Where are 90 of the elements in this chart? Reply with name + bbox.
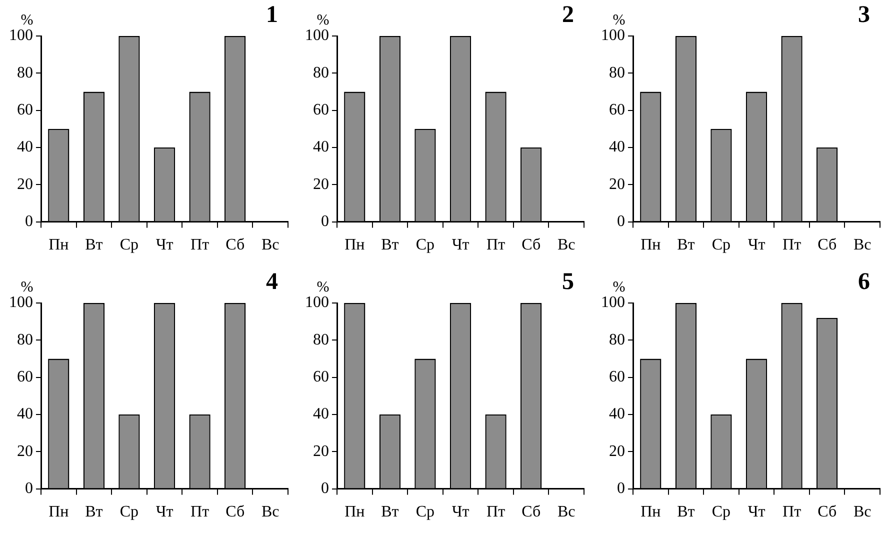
y-tick-label: 0 [321,480,329,498]
y-tick-label: 80 [609,64,625,82]
y-tick-label: 20 [313,442,329,460]
x-tick-label: Пт [190,504,210,521]
chart-title: 4 [266,269,278,296]
y-tick-label: 80 [313,64,329,82]
y-tick-label: 20 [17,176,33,193]
x-tick-label: Вт [381,504,399,521]
x-tick-label: Ср [120,236,139,254]
x-tick-label: Сб [818,236,837,254]
y-tick-label: 40 [609,138,625,156]
x-tick-label: Сб [226,504,245,521]
x-tick-label: Вт [677,236,695,254]
x-tick-label: Вт [85,504,103,521]
y-tick-label: 20 [313,176,329,193]
y-axis-title: % [612,12,626,28]
y-tick-label: 60 [17,102,33,119]
y-axis-title: % [20,279,34,296]
y-tick-label: 20 [17,442,33,460]
chart-title: 5 [562,269,574,296]
y-tick-label: 100 [305,27,329,44]
y-tick-label: 0 [617,213,625,230]
x-tick-label: Пн [48,236,70,254]
x-tick-label: Чт [748,236,766,254]
y-axis-title: % [316,12,330,28]
x-tick-label: Ср [712,504,731,521]
x-tick-label: Вс [261,236,280,254]
y-tick-label: 40 [17,406,33,423]
x-tick-label: Пт [782,504,802,521]
x-tick-label: Вс [853,236,872,254]
x-tick-label: Ср [416,504,435,521]
x-tick-label: Пт [486,504,506,521]
x-tick-label: Ср [416,236,435,254]
y-tick-label: 0 [25,213,33,230]
chart-title: 3 [858,2,870,28]
y-tick-label: 100 [9,294,33,312]
x-tick-label: Пт [190,236,210,254]
x-tick-label: Чт [156,504,174,521]
x-tick-label: Сб [226,236,245,254]
x-tick-label: Сб [522,236,541,254]
y-tick-label: 0 [25,480,33,498]
x-tick-label: Вс [853,504,872,521]
x-tick-label: Чт [452,236,470,254]
y-tick-label: 100 [305,294,329,312]
x-tick-label: Ср [712,236,731,254]
y-tick-label: 20 [609,176,625,193]
y-tick-label: 100 [601,27,625,44]
chart-title: 1 [266,2,278,28]
x-tick-label: Сб [818,504,837,521]
x-tick-label: Вс [261,504,280,521]
x-tick-label: Вс [557,236,576,254]
y-tick-label: 60 [17,368,33,386]
y-tick-label: 60 [609,102,625,119]
x-tick-label: Вт [85,236,103,254]
y-tick-label: 20 [609,442,625,460]
x-tick-label: Пт [486,236,506,254]
y-axis-title: % [20,12,34,28]
y-axis-title: % [612,279,626,296]
y-tick-label: 0 [321,213,329,230]
x-tick-label: Пн [344,236,366,254]
x-tick-label: Сб [522,504,541,521]
y-tick-label: 80 [313,331,329,348]
y-axis-title: % [316,279,330,296]
x-tick-label: Пн [640,504,662,521]
y-tick-label: 100 [9,27,33,44]
y-tick-label: 40 [313,406,329,423]
y-tick-label: 80 [609,331,625,348]
x-tick-label: Вт [381,236,399,254]
x-tick-label: Чт [452,504,470,521]
y-tick-label: 40 [17,138,33,156]
y-tick-label: 80 [17,64,33,82]
x-tick-label: Пн [640,236,662,254]
y-tick-label: 80 [17,331,33,348]
x-tick-label: Пн [48,504,70,521]
x-tick-label: Чт [748,504,766,521]
y-tick-label: 0 [617,480,625,498]
y-tick-label: 100 [601,294,625,312]
x-tick-label: Вс [557,504,576,521]
y-tick-label: 60 [313,102,329,119]
x-tick-label: Ср [120,504,139,521]
y-tick-label: 40 [609,406,625,423]
chart-title: 2 [562,2,574,28]
x-tick-label: Пт [782,236,802,254]
y-tick-label: 60 [609,368,625,386]
x-tick-label: Вт [677,504,695,521]
x-tick-label: Чт [156,236,174,254]
x-tick-label: Пн [344,504,366,521]
y-tick-label: 40 [313,138,329,156]
y-tick-label: 60 [313,368,329,386]
chart-title: 6 [858,269,870,296]
